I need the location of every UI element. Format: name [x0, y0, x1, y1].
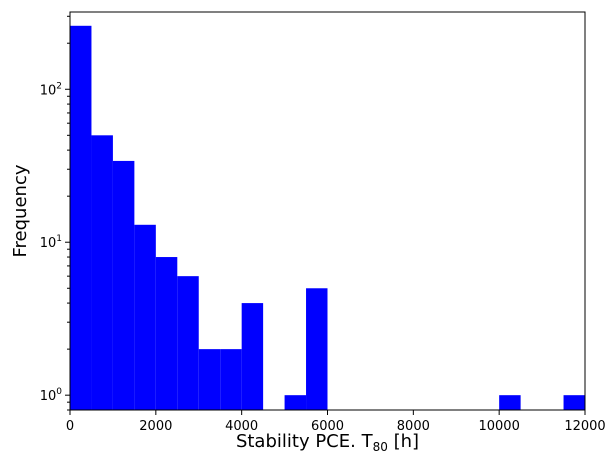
histogram-bar-4: [155, 257, 178, 410]
y-tick-label: 100: [40, 387, 63, 404]
histogram-bar-7: [220, 349, 242, 410]
x-tick-label: 0: [66, 419, 74, 434]
histogram-bar-12: [563, 395, 585, 410]
x-tick-label: 6000: [311, 419, 344, 434]
histogram-bar-9: [284, 395, 307, 410]
x-tick-label: 2000: [139, 419, 172, 434]
x-axis-ticks: 0 2000 4000 6000 8000 10000 12000: [66, 410, 606, 434]
x-tick-label: 8000: [397, 419, 430, 434]
histogram-bar-2: [112, 160, 135, 410]
y-axis-label: Frequency: [10, 164, 31, 257]
y-axis-ticks: 100 101 102: [40, 15, 70, 411]
y-tick-label: 101: [40, 234, 62, 251]
histogram-bar-11: [499, 395, 521, 410]
x-tick-label: 12000: [564, 419, 605, 434]
x-axis-label: Stability PCE. T80 [h]: [236, 431, 419, 454]
y-tick-label: 102: [40, 81, 62, 98]
x-tick-label: 10000: [478, 419, 519, 434]
histogram-bar-8: [241, 303, 264, 410]
histogram-bar-6: [198, 349, 221, 410]
x-tick-label: 4000: [225, 419, 258, 434]
histogram-bar-0: [70, 25, 92, 411]
histogram-bar-5: [177, 276, 199, 410]
histogram-bar-10: [306, 288, 328, 410]
bars-group: [70, 25, 585, 411]
histogram-bar-1: [91, 135, 113, 410]
histogram-bar-3: [134, 224, 156, 410]
